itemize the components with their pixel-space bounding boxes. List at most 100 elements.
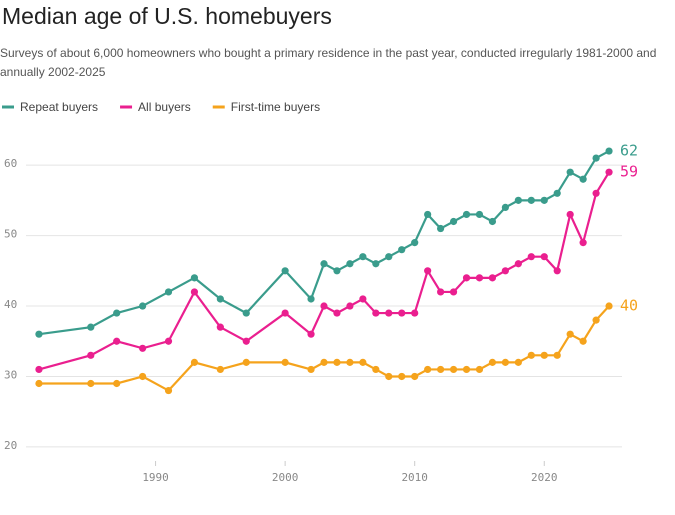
data-point: [424, 365, 432, 374]
data-point: [501, 267, 509, 275]
data-point: [359, 295, 367, 303]
end-label: 62: [620, 142, 638, 160]
data-point: [475, 365, 484, 374]
data-point: [462, 210, 471, 219]
data-point: [553, 351, 561, 359]
data-point: [398, 309, 406, 317]
data-point: [242, 358, 250, 366]
data-point: [475, 210, 484, 219]
data-point: [307, 365, 315, 374]
data-point: [527, 253, 535, 261]
data-point: [190, 288, 199, 296]
data-point: [540, 253, 548, 261]
data-point: [87, 351, 95, 359]
data-point: [35, 379, 43, 388]
data-point: [398, 372, 406, 381]
data-point: [462, 274, 471, 282]
series-line: [38, 171, 610, 371]
data-point: [579, 239, 587, 247]
data-point: [216, 365, 224, 374]
data-point: [579, 175, 587, 183]
data-point: [242, 309, 250, 317]
y-tick-label: 60: [4, 157, 17, 170]
legend-label: First-time buyers: [231, 100, 320, 114]
x-tick-label: 2020: [531, 471, 558, 484]
data-point: [540, 351, 548, 359]
data-point: [605, 168, 613, 176]
data-point: [411, 372, 419, 381]
series-line: [38, 305, 610, 392]
data-point: [346, 260, 354, 268]
data-point: [139, 372, 147, 381]
data-point: [540, 196, 548, 204]
data-point: [307, 330, 315, 338]
data-point: [449, 288, 458, 296]
data-point: [398, 246, 406, 254]
y-tick-label: 20: [4, 439, 17, 452]
data-point: [592, 189, 600, 197]
data-point: [113, 337, 121, 345]
end-label: 59: [620, 163, 638, 181]
data-point: [164, 386, 173, 395]
data-point: [385, 253, 393, 261]
legend-label: All buyers: [138, 100, 191, 114]
y-tick-label: 40: [4, 298, 17, 311]
data-point: [281, 309, 289, 317]
data-point: [164, 337, 173, 345]
data-point: [514, 260, 522, 268]
x-tick-label: 2000: [272, 471, 299, 484]
data-point: [35, 365, 43, 374]
data-point: [514, 358, 522, 366]
data-point: [579, 337, 587, 345]
data-point: [566, 168, 574, 176]
data-point: [281, 358, 289, 366]
data-point: [501, 358, 509, 366]
data-point: [462, 365, 471, 374]
data-point: [437, 288, 445, 296]
data-point: [553, 189, 561, 197]
data-point: [501, 203, 509, 211]
data-point: [411, 309, 419, 317]
data-point: [333, 267, 341, 275]
data-point: [216, 323, 224, 331]
data-point: [333, 309, 341, 317]
data-point: [359, 358, 367, 366]
data-point: [424, 210, 432, 219]
data-point: [320, 260, 328, 268]
end-label: 40: [620, 297, 638, 315]
data-point: [437, 365, 445, 374]
data-point: [320, 358, 328, 366]
data-point: [139, 344, 147, 352]
subtitle-box: Surveys of about 6,000 homeowners who bo…: [0, 46, 657, 79]
data-point: [475, 274, 484, 282]
data-point: [242, 337, 250, 345]
y-tick-label: 30: [4, 368, 17, 381]
data-point: [372, 260, 380, 268]
chart-subtitle: Surveys of about 6,000 homeowners who bo…: [0, 46, 657, 79]
data-point: [449, 365, 458, 374]
data-point: [320, 302, 328, 310]
data-point: [307, 295, 315, 303]
data-point: [385, 372, 393, 381]
data-point: [87, 323, 95, 331]
data-point: [216, 295, 224, 303]
data-point: [359, 253, 367, 261]
data-point: [592, 316, 600, 324]
x-tick-label: 2010: [401, 471, 428, 484]
data-point: [566, 210, 574, 219]
data-point: [164, 288, 173, 296]
data-point: [527, 351, 535, 359]
data-point: [424, 267, 432, 275]
data-point: [488, 358, 497, 366]
data-point: [605, 147, 613, 155]
data-point: [449, 217, 458, 226]
data-point: [190, 274, 199, 282]
data-point: [385, 309, 393, 317]
data-point: [372, 365, 380, 374]
data-point: [346, 358, 354, 366]
x-tick-label: 1990: [142, 471, 169, 484]
data-point: [113, 309, 121, 317]
y-tick-label: 50: [4, 228, 17, 241]
data-point: [372, 309, 380, 317]
